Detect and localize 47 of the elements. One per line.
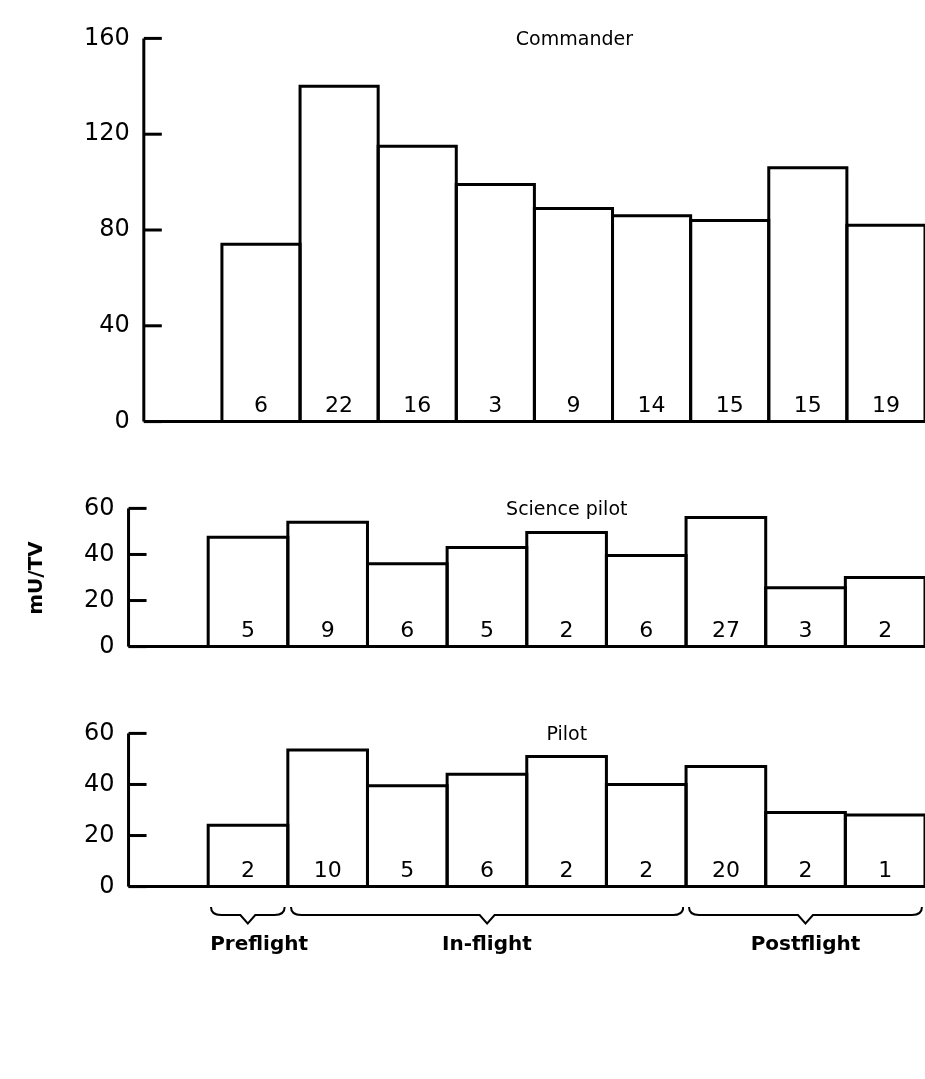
annotation: 6	[639, 616, 654, 642]
annotation: 2	[639, 856, 654, 882]
annotation: 9	[566, 391, 581, 417]
annotation: 22	[325, 391, 354, 417]
chart-title: Science pilot	[506, 497, 628, 520]
y-tick-label: 80	[99, 214, 130, 243]
annotation: 2	[241, 856, 256, 882]
annotation: 20	[711, 856, 740, 882]
annotation: 15	[715, 391, 744, 417]
y-axis-title: mU/TV	[23, 540, 48, 615]
annotation: 2	[559, 856, 574, 882]
text: Postflight	[749, 931, 862, 955]
annotation: 2	[559, 616, 574, 642]
y-tick-label: 40	[99, 310, 130, 339]
annotation: 2	[878, 616, 893, 642]
annotation: 3	[798, 616, 813, 642]
y-tick-label: 0	[99, 870, 115, 899]
y-tick-label: 120	[84, 118, 130, 147]
annotation: 5	[400, 856, 415, 882]
text: Preflight	[210, 931, 309, 955]
annotation: 6	[400, 616, 415, 642]
annotation: 5	[241, 616, 256, 642]
annotation: 9	[320, 616, 335, 642]
y-tick-label: 20	[83, 819, 115, 848]
chart-title: Pilot	[546, 722, 588, 745]
y-tick-label: 20	[83, 584, 115, 613]
annotation: 6	[479, 856, 494, 882]
annotation: 16	[403, 391, 432, 417]
text: In-flight	[442, 931, 532, 955]
y-tick-label: 40	[83, 538, 115, 567]
annotation: 14	[637, 391, 666, 417]
y-tick-label: 60	[83, 492, 115, 521]
annotation: 5	[479, 616, 494, 642]
annotation: 3	[488, 391, 503, 417]
annotation: 2	[798, 856, 813, 882]
annotation: 1	[878, 856, 893, 882]
y-tick-label: 0	[114, 405, 130, 434]
y-tick-label: 160	[84, 22, 130, 51]
annotation: 27	[711, 616, 740, 642]
y-tick-label: 60	[83, 717, 115, 746]
annotation: 19	[871, 391, 900, 417]
annotation: 10	[313, 856, 342, 882]
y-tick-label: 0	[99, 630, 115, 659]
y-tick-label: 40	[83, 768, 115, 797]
annotation: 6	[253, 391, 268, 417]
annotation: 15	[793, 391, 822, 417]
chart-title: Commander	[515, 27, 634, 50]
